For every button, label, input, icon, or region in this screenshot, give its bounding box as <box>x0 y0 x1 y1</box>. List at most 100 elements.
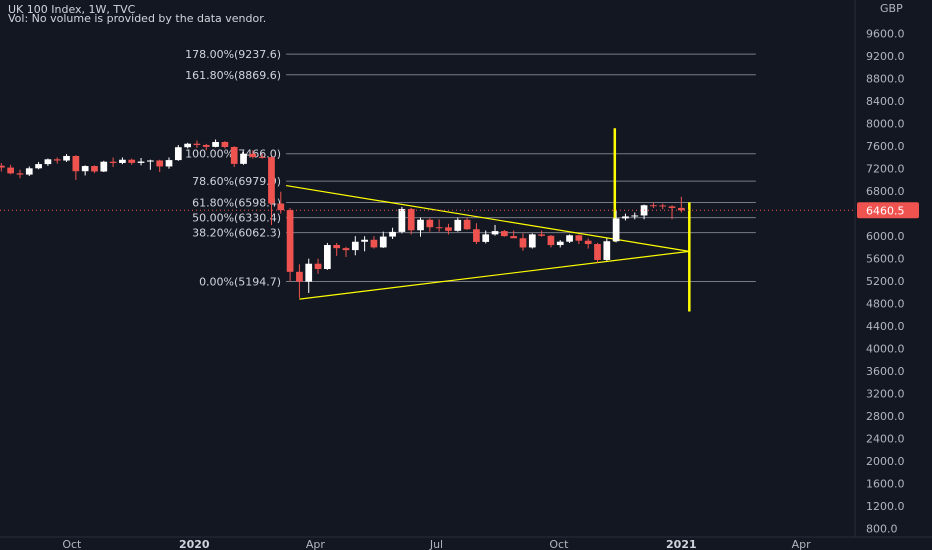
candle-body <box>156 160 164 167</box>
volume-note: Vol: No volume is provided by the data v… <box>8 12 267 25</box>
price-tick-label: 6000.0 <box>866 230 905 243</box>
candle <box>16 169 24 179</box>
candle <box>603 238 611 261</box>
price-tick-label: 4400.0 <box>866 320 905 333</box>
candle-body <box>174 147 182 161</box>
candle <box>109 157 117 168</box>
candle-body <box>240 153 247 164</box>
candle <box>221 141 229 149</box>
candle <box>296 264 303 299</box>
candle <box>258 153 266 159</box>
time-tick-label: Apr <box>306 538 326 550</box>
candle <box>25 166 33 177</box>
candle <box>407 208 415 235</box>
candle <box>379 231 387 248</box>
candle-body <box>165 160 173 167</box>
candle <box>547 235 555 248</box>
candle-body <box>35 164 42 169</box>
price-tick-label: 9200.0 <box>866 50 905 63</box>
candle-body <box>16 173 24 175</box>
time-axis[interactable]: Oct 2020 Apr Jul Oct 2021 Apr <box>0 536 932 550</box>
last-price-tag-bg <box>857 202 919 219</box>
price-tick-label: 5200.0 <box>866 275 905 288</box>
candle-body <box>53 159 61 161</box>
candle-body <box>379 236 387 248</box>
candle <box>202 143 210 151</box>
candle-body <box>212 141 219 147</box>
candle <box>398 206 406 234</box>
price-tick-label: 800.0 <box>866 523 898 536</box>
candle-body <box>193 143 201 145</box>
candle-body <box>333 244 341 249</box>
trend-drawings <box>286 128 691 312</box>
candle <box>510 230 518 239</box>
candle <box>668 205 676 220</box>
candle <box>370 236 378 249</box>
candle-body <box>296 271 303 282</box>
candles <box>0 139 685 299</box>
candle-body <box>25 168 33 175</box>
currency-label[interactable]: GBP <box>880 2 903 15</box>
candle-body <box>650 205 657 207</box>
price-tick-label: 6800.0 <box>866 185 905 198</box>
candle-body <box>528 234 536 248</box>
candle-body <box>100 161 108 172</box>
candle <box>53 157 61 164</box>
candle <box>612 210 620 243</box>
candle <box>426 218 434 232</box>
candle <box>100 160 108 173</box>
price-tick-label: 2800.0 <box>866 410 905 423</box>
candle-body <box>454 219 462 231</box>
candle <box>212 139 219 148</box>
candle <box>35 161 42 170</box>
candle-body <box>668 206 676 208</box>
candle-body <box>7 167 14 174</box>
candle-body <box>482 234 490 242</box>
candle-body <box>556 241 564 246</box>
price-tick-label: 3200.0 <box>866 388 905 401</box>
candle-body <box>147 160 154 162</box>
candle <box>305 258 313 293</box>
candle-body <box>547 235 555 246</box>
candle-body <box>63 155 70 161</box>
price-axis[interactable]: 800.0 1200.0 1600.0 2000.0 2400.0 2800.0 3200.… <box>854 0 905 537</box>
candle-body <box>258 156 266 158</box>
candle-body <box>137 161 145 163</box>
candle-body <box>463 219 471 230</box>
candle <box>528 233 536 249</box>
price-tick-label: 2000.0 <box>866 455 905 468</box>
candle <box>435 219 443 232</box>
candle-body <box>305 263 313 282</box>
candle <box>128 158 136 165</box>
candle <box>44 158 52 166</box>
candle <box>463 217 471 230</box>
candle-body <box>631 215 639 217</box>
candle <box>249 150 257 159</box>
candle-body <box>351 241 359 251</box>
candle-body <box>407 208 415 231</box>
candle-body <box>286 210 294 272</box>
candle-body <box>230 146 238 164</box>
price-tick-label: 4800.0 <box>866 298 905 311</box>
candle-body <box>81 166 89 172</box>
candle-body <box>603 241 611 260</box>
candle <box>538 230 545 237</box>
time-tick-label: 2020 <box>179 538 210 550</box>
candle <box>314 258 322 274</box>
candle-body <box>510 236 518 239</box>
price-tick-label: 3600.0 <box>866 365 905 378</box>
price-tick-label: 9600.0 <box>866 28 905 41</box>
candle <box>0 163 5 172</box>
candle-body <box>417 219 424 231</box>
candle <box>351 236 359 256</box>
fib-level-label: 78.60%(6979.9) <box>192 175 281 188</box>
candle <box>445 223 452 235</box>
fib-level-label: 0.00%(5194.7) <box>199 275 281 288</box>
candle <box>324 242 331 270</box>
candle <box>63 154 70 162</box>
candle <box>342 246 350 257</box>
candle <box>7 164 14 175</box>
fib-level-label: 38.20%(6062.3) <box>192 227 281 240</box>
candle <box>165 157 173 169</box>
